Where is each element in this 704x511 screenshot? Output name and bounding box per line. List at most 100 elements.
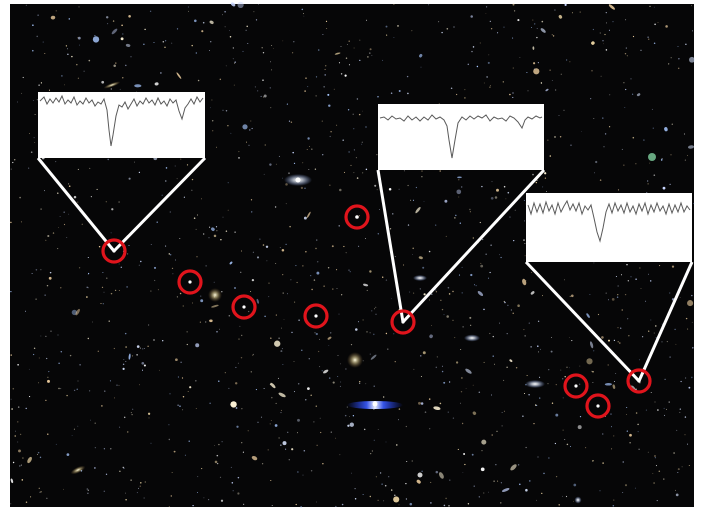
background-star [87, 272, 90, 275]
background-star [17, 406, 20, 408]
background-star [98, 245, 101, 248]
background-star [607, 364, 609, 366]
background-star [532, 19, 534, 21]
background-star [73, 389, 76, 392]
background-star [393, 333, 395, 335]
background-star [645, 409, 647, 411]
background-star [407, 224, 410, 226]
background-star [170, 254, 172, 256]
background-star [343, 171, 346, 173]
background-star [480, 467, 485, 472]
background-star [332, 381, 335, 384]
background-star [191, 189, 193, 191]
bright-star-right [525, 380, 545, 388]
background-star [507, 191, 510, 194]
background-star [493, 363, 495, 365]
background-star [327, 267, 330, 269]
background-star [455, 214, 457, 217]
background-star [292, 151, 294, 154]
background-star [554, 9, 556, 11]
background-star [443, 504, 446, 507]
background-star [208, 237, 210, 239]
background-star [328, 104, 331, 107]
background-star [497, 32, 499, 34]
background-galaxy [586, 313, 590, 318]
background-star [303, 449, 306, 452]
background-star [47, 234, 50, 238]
background-star [20, 464, 22, 466]
background-star [124, 332, 127, 335]
background-star [304, 90, 306, 92]
background-star [119, 426, 121, 428]
background-star [340, 46, 342, 47]
background-star [435, 366, 438, 369]
background-star [71, 435, 73, 436]
background-star [428, 398, 431, 400]
background-star [307, 387, 310, 390]
background-star [666, 341, 668, 343]
background-star [22, 76, 24, 79]
background-galaxy [209, 20, 214, 25]
background-star [377, 233, 379, 235]
background-star [250, 120, 252, 122]
green-star [648, 153, 656, 161]
background-star [255, 19, 258, 21]
background-star [61, 75, 63, 77]
background-star [34, 113, 36, 116]
background-star [316, 261, 319, 263]
background-star [291, 448, 294, 451]
background-star [235, 366, 237, 368]
background-star [391, 489, 393, 491]
background-star [391, 298, 392, 300]
background-star [186, 331, 188, 333]
background-star [77, 77, 80, 79]
background-star [232, 47, 234, 49]
background-star [550, 350, 553, 353]
background-star [407, 92, 409, 95]
star-bottom-2 [417, 472, 423, 478]
background-star [539, 397, 541, 399]
background-star [283, 319, 285, 320]
background-star [691, 376, 693, 379]
background-star [336, 288, 338, 289]
background-star [106, 277, 108, 279]
background-star [409, 291, 411, 293]
background-star [281, 348, 283, 350]
background-star [19, 433, 22, 436]
background-star [243, 503, 245, 505]
background-star [458, 196, 460, 198]
background-star [687, 300, 694, 307]
background-star [63, 488, 64, 490]
background-star [627, 318, 629, 320]
background-star [242, 50, 244, 52]
background-star [199, 321, 201, 323]
background-star [290, 121, 293, 123]
background-star [371, 310, 373, 312]
background-star [315, 247, 317, 250]
background-star [431, 293, 433, 295]
background-star [599, 490, 601, 492]
background-star [234, 62, 236, 64]
yellow-galaxy-2 [347, 352, 363, 368]
background-star [250, 371, 252, 373]
background-star [626, 55, 628, 57]
background-star [77, 168, 79, 170]
background-star [630, 276, 632, 278]
background-star [20, 221, 22, 223]
background-galaxy [687, 145, 695, 149]
background-star [579, 11, 581, 13]
background-star [330, 431, 332, 433]
background-star [634, 487, 636, 489]
background-star [148, 324, 150, 326]
background-star [490, 28, 493, 30]
background-star [245, 29, 247, 31]
background-star [170, 495, 173, 497]
background-star [286, 103, 288, 105]
background-galaxy [230, 2, 236, 7]
background-star [89, 167, 91, 169]
background-star [263, 94, 267, 98]
background-star [220, 499, 224, 502]
background-star [623, 82, 625, 84]
background-star [52, 232, 55, 234]
background-star [316, 444, 318, 446]
